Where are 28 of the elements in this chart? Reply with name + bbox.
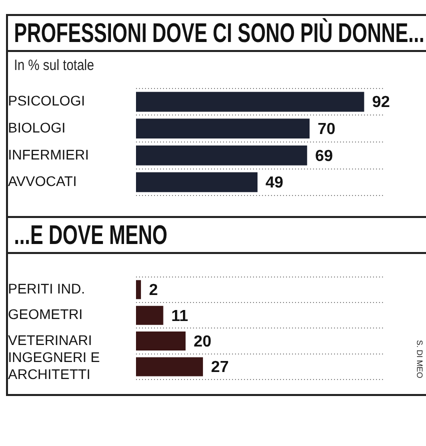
data-label: 69 xyxy=(315,148,334,165)
data-label: 92 xyxy=(372,94,390,112)
chart-title: ...E DOVE MENO xyxy=(14,219,168,252)
bar xyxy=(136,280,141,300)
chart-title: PROFESSIONI DOVE CI SONO PIÙ DONNE... xyxy=(14,17,424,50)
data-label: 11 xyxy=(171,308,188,325)
bar xyxy=(136,357,203,376)
data-label: 2 xyxy=(148,282,158,300)
y-tick-label: INGEGNERI E ARCHITETTI xyxy=(8,349,100,382)
y-tick-label: PERITI IND. xyxy=(8,280,86,297)
y-tick-label: INFERMIERI xyxy=(8,146,89,162)
chart-subtitle: In % sul totale xyxy=(14,57,96,74)
data-label: 70 xyxy=(318,121,336,138)
y-tick-label: GEOMETRI xyxy=(8,306,83,322)
data-label: 20 xyxy=(194,333,212,350)
data-label: 49 xyxy=(266,174,284,192)
y-tick-label: BIOLOGI xyxy=(8,119,66,136)
y-tick-label: PSICOLOGI xyxy=(8,92,86,109)
data-label: 27 xyxy=(210,359,229,376)
text: S. DI MEO xyxy=(415,340,424,378)
bar xyxy=(136,145,308,166)
y-tick-label: VETERINARI xyxy=(8,332,92,348)
bar xyxy=(136,306,164,325)
bar xyxy=(136,92,364,112)
bar xyxy=(136,172,258,192)
bar xyxy=(136,332,186,351)
y-tick-label: AVVOCATI xyxy=(8,173,77,190)
bar xyxy=(136,118,310,139)
